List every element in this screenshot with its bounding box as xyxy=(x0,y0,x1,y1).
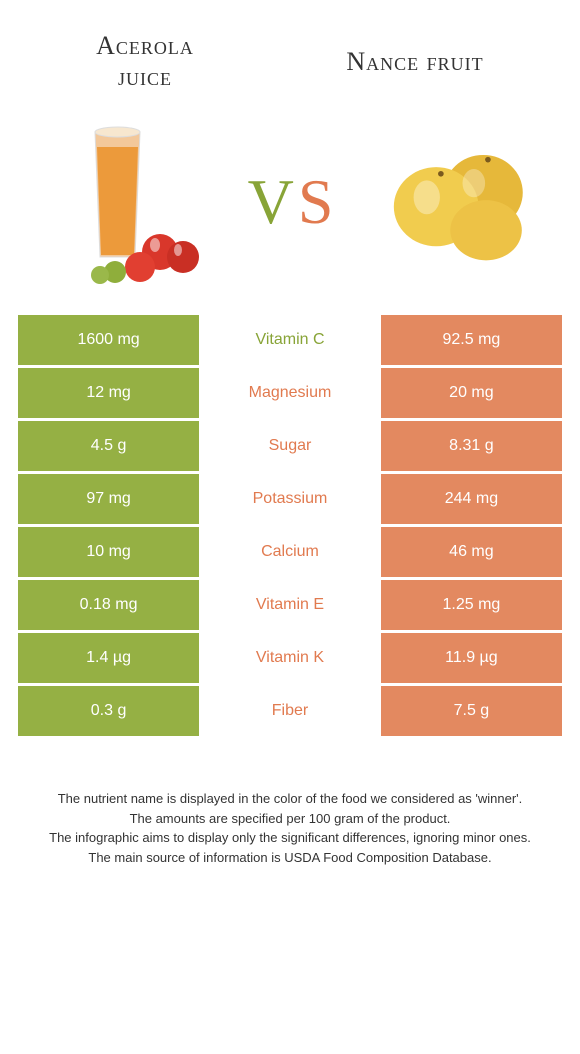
right-food-image xyxy=(375,112,535,292)
vs-s: S xyxy=(298,166,338,237)
left-title-line1: Acerola xyxy=(96,31,194,60)
table-row: 0.3 gFiber7.5 g xyxy=(18,686,562,736)
table-row: 97 mgPotassium244 mg xyxy=(18,474,562,524)
right-value: 7.5 g xyxy=(381,686,562,736)
table-row: 1.4 µgVitamin K11.9 µg xyxy=(18,633,562,683)
footer-line-2: The amounts are specified per 100 gram o… xyxy=(20,809,560,829)
footer-line-4: The main source of information is USDA F… xyxy=(20,848,560,868)
images-row: VS xyxy=(0,102,580,312)
right-food-title: Nance fruit xyxy=(305,46,525,77)
right-value: 20 mg xyxy=(381,368,562,418)
left-value: 1600 mg xyxy=(18,315,199,365)
right-value: 8.31 g xyxy=(381,421,562,471)
vs-v: V xyxy=(248,166,298,237)
right-value: 92.5 mg xyxy=(381,315,562,365)
nutrient-name: Calcium xyxy=(199,527,381,577)
right-value: 1.25 mg xyxy=(381,580,562,630)
left-title-line2: juice xyxy=(118,62,172,91)
left-value: 10 mg xyxy=(18,527,199,577)
right-value: 46 mg xyxy=(381,527,562,577)
left-food-image xyxy=(50,112,210,292)
nutrient-table: 1600 mgVitamin C92.5 mg12 mgMagnesium20 … xyxy=(18,312,562,739)
table-row: 10 mgCalcium46 mg xyxy=(18,527,562,577)
nutrient-name: Vitamin C xyxy=(199,315,381,365)
nutrient-name: Potassium xyxy=(199,474,381,524)
header-row: Acerola juice Nance fruit xyxy=(0,0,580,102)
vs-label: VS xyxy=(248,165,338,239)
nance-fruit-icon xyxy=(375,127,535,277)
left-value: 0.18 mg xyxy=(18,580,199,630)
footer-line-3: The infographic aims to display only the… xyxy=(20,828,560,848)
left-food-title: Acerola juice xyxy=(55,30,235,92)
table-row: 1600 mgVitamin C92.5 mg xyxy=(18,315,562,365)
right-value: 244 mg xyxy=(381,474,562,524)
footer-line-1: The nutrient name is displayed in the co… xyxy=(20,789,560,809)
nutrient-name: Vitamin K xyxy=(199,633,381,683)
nutrient-name: Vitamin E xyxy=(199,580,381,630)
left-value: 12 mg xyxy=(18,368,199,418)
left-value: 4.5 g xyxy=(18,421,199,471)
footer-notes: The nutrient name is displayed in the co… xyxy=(20,789,560,867)
right-value: 11.9 µg xyxy=(381,633,562,683)
nutrient-name: Fiber xyxy=(199,686,381,736)
left-value: 97 mg xyxy=(18,474,199,524)
left-value: 1.4 µg xyxy=(18,633,199,683)
table-row: 0.18 mgVitamin E1.25 mg xyxy=(18,580,562,630)
table-row: 4.5 gSugar8.31 g xyxy=(18,421,562,471)
table-row: 12 mgMagnesium20 mg xyxy=(18,368,562,418)
acerola-juice-icon xyxy=(55,117,205,287)
left-value: 0.3 g xyxy=(18,686,199,736)
nutrient-name: Magnesium xyxy=(199,368,381,418)
nutrient-name: Sugar xyxy=(199,421,381,471)
